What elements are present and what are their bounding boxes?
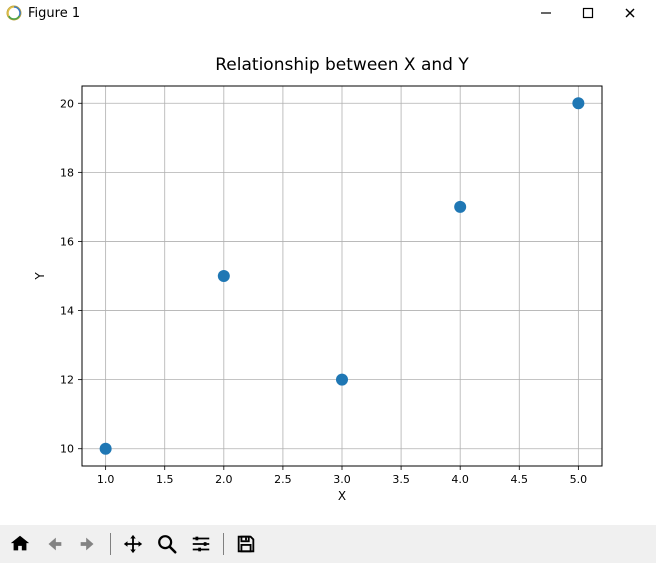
scatter-plot: 1.0 1.5 2.0 2.5 3.0 3.5 4.0 4.5 5.0 10 12 14 16 18 20 X…	[0, 26, 656, 525]
xtick-label: 5.0	[570, 473, 588, 486]
app-icon	[6, 5, 22, 21]
configure-button[interactable]	[187, 530, 215, 558]
toolbar-separator	[223, 533, 224, 555]
ytick-label: 12	[60, 374, 74, 387]
ytick-label: 14	[60, 305, 74, 318]
save-button[interactable]	[232, 530, 260, 558]
xtick-label: 4.5	[511, 473, 529, 486]
figure-canvas[interactable]: 1.0 1.5 2.0 2.5 3.0 3.5 4.0 4.5 5.0 10 12 14 16 18 20 X…	[0, 26, 656, 525]
y-axis-label: Y	[33, 272, 47, 281]
data-point	[100, 443, 112, 455]
xtick-label: 2.5	[274, 473, 292, 486]
window-title: Figure 1	[28, 6, 80, 21]
ytick-label: 16	[60, 235, 74, 248]
ytick-label: 10	[60, 443, 74, 456]
figure-window: Figure 1 1.0 1.5 2.0 2.5 3.0 3.5 4.0 4.5 5.0 10 12…	[0, 0, 656, 563]
forward-button[interactable]	[74, 530, 102, 558]
xtick-label: 2.0	[215, 473, 233, 486]
xtick-label: 4.0	[451, 473, 469, 486]
zoom-button[interactable]	[153, 530, 181, 558]
xtick-label: 3.5	[392, 473, 410, 486]
xtick-label: 3.0	[333, 473, 351, 486]
xtick-label: 1.5	[156, 473, 174, 486]
data-point	[454, 201, 466, 213]
data-point	[336, 374, 348, 386]
minimize-button[interactable]	[528, 2, 564, 24]
maximize-button[interactable]	[570, 2, 606, 24]
close-button[interactable]	[612, 2, 648, 24]
toolbar	[0, 525, 656, 563]
data-point	[218, 270, 230, 282]
ytick-label: 18	[60, 166, 74, 179]
home-button[interactable]	[6, 530, 34, 558]
toolbar-separator	[110, 533, 111, 555]
chart-title: Relationship between X and Y	[215, 55, 469, 75]
ytick-label: 20	[60, 97, 74, 110]
back-button[interactable]	[40, 530, 68, 558]
pan-button[interactable]	[119, 530, 147, 558]
xtick-label: 1.0	[97, 473, 115, 486]
x-axis-label: X	[338, 489, 346, 503]
titlebar: Figure 1	[0, 0, 656, 26]
data-point	[572, 97, 584, 109]
